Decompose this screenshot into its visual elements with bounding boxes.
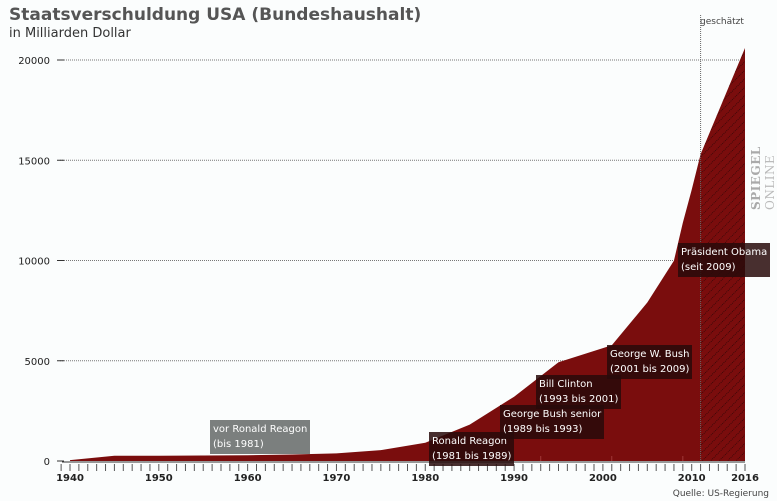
annotation-term: (1993 bis 2001) bbox=[539, 394, 619, 405]
annotation-name: George Bush senior bbox=[503, 409, 602, 420]
president-annotation: Bill Clinton (1993 bis 2001) bbox=[536, 375, 622, 409]
debt-area bbox=[70, 48, 745, 461]
president-annotation: George W. Bush (2001 bis 2009) bbox=[607, 345, 693, 379]
y-tick-label: 15000 bbox=[18, 156, 50, 167]
x-tick-label: 2010 bbox=[678, 473, 706, 484]
president-annotation: vor Ronald Reagon (bis 1981) bbox=[210, 420, 311, 454]
y-tick-label: 10000 bbox=[18, 257, 50, 268]
annotation-name: vor Ronald Reagon bbox=[213, 424, 308, 435]
x-tick-label: 2000 bbox=[589, 473, 617, 484]
source-note: Quelle: US-Regierung bbox=[672, 489, 769, 499]
x-tick-label: 1940 bbox=[56, 473, 84, 484]
x-tick-label: 2016 bbox=[731, 473, 759, 484]
x-tick-label: 1970 bbox=[323, 473, 351, 484]
x-tick-label: 1950 bbox=[145, 473, 173, 484]
x-tick-label: 1960 bbox=[234, 473, 262, 484]
estimate-label: geschätzt bbox=[700, 17, 744, 27]
chart-subtitle: in Milliarden Dollar bbox=[9, 26, 131, 41]
annotation-term: (bis 1981) bbox=[213, 439, 264, 450]
president-annotation: George Bush senior (1989 bis 1993) bbox=[500, 405, 605, 439]
spiegel-online-logo: SPIEGEL ONLINE bbox=[749, 146, 777, 210]
annotation-term: (1981 bis 1989) bbox=[432, 451, 512, 462]
annotation-term: (1989 bis 1993) bbox=[503, 424, 583, 435]
y-tick-label: 0 bbox=[44, 457, 50, 468]
y-tick-label: 20000 bbox=[18, 56, 50, 67]
chart-title: Staatsverschuldung USA (Bundeshaushalt) bbox=[9, 5, 422, 25]
annotation-name: Bill Clinton bbox=[539, 379, 593, 390]
y-tick-label: 5000 bbox=[25, 357, 50, 368]
annotation-name: Präsident Obama bbox=[681, 247, 768, 258]
president-annotation: Präsident Obama (seit 2009) bbox=[678, 243, 771, 277]
annotation-term: (seit 2009) bbox=[681, 262, 736, 273]
annotation-name: George W. Bush bbox=[610, 349, 690, 360]
annotation-term: (2001 bis 2009) bbox=[610, 364, 690, 375]
annotation-name: Ronald Reagon bbox=[432, 436, 507, 447]
x-tick-label: 1990 bbox=[500, 473, 528, 484]
x-tick-label: 1980 bbox=[411, 473, 439, 484]
